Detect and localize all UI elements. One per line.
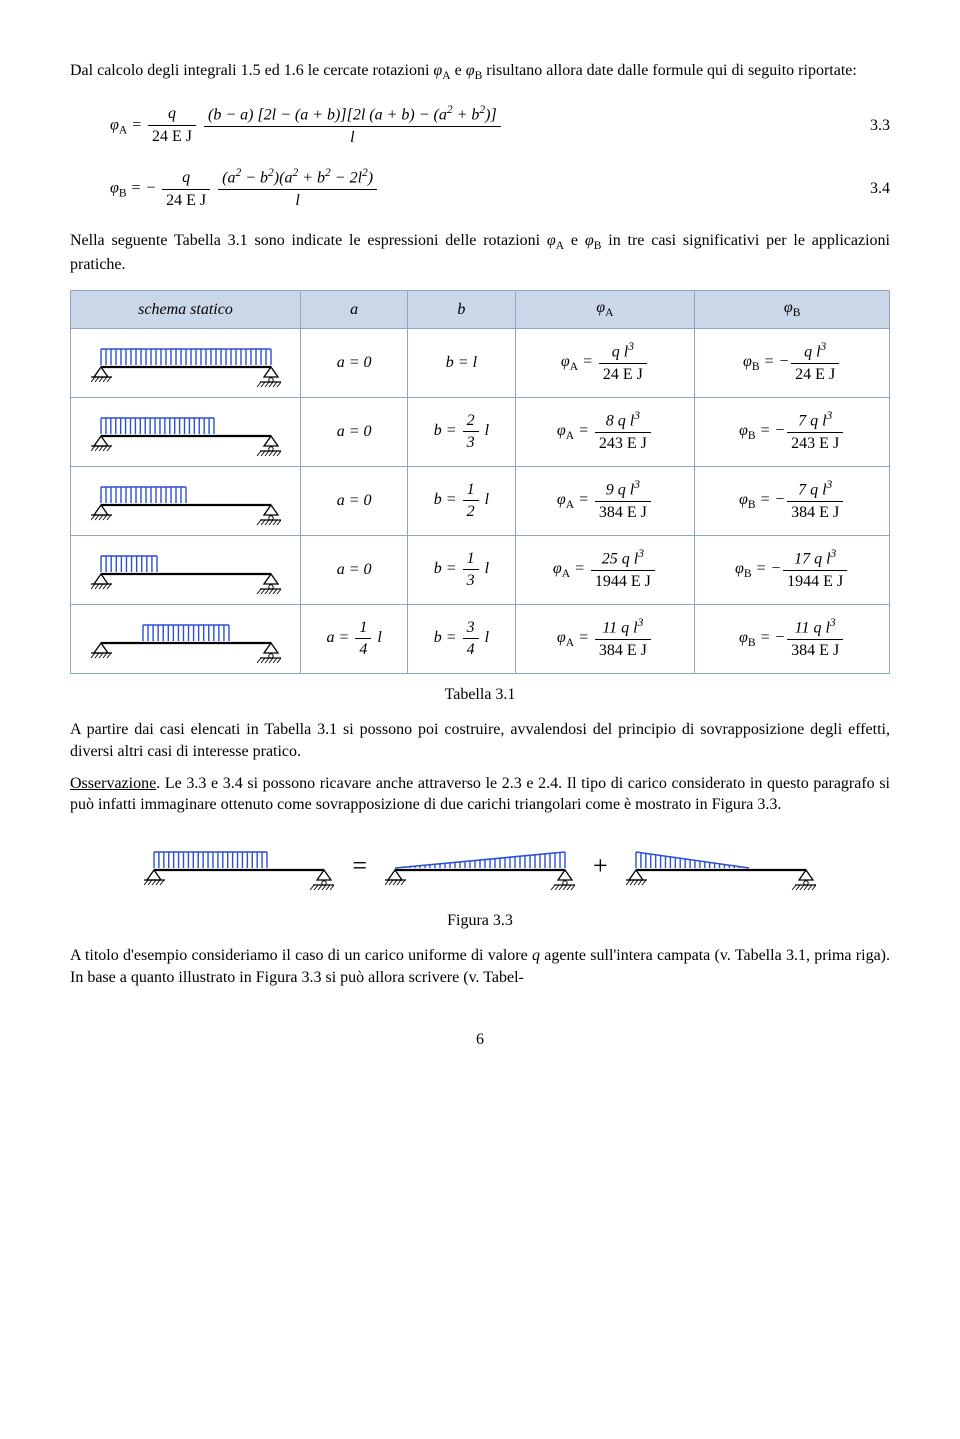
plus-sign: + [593, 848, 608, 883]
beam-diagram [71, 535, 301, 604]
cell-phiB: φB = −q l324 E J [695, 328, 890, 397]
th-a: a [301, 291, 408, 329]
table-row: a = 0b = 12 lφA = 9 q l3384 E JφB = −7 q… [71, 466, 890, 535]
fig-beam-right [626, 840, 816, 892]
cell-phiA: φA = 8 q l3243 E J [515, 397, 695, 466]
cell-a: a = 0 [301, 328, 408, 397]
paragraph-2: Nella seguente Tabella 3.1 sono indicate… [70, 230, 890, 276]
eq33-coef-num: q [148, 103, 196, 126]
table-caption: Tabella 3.1 [70, 684, 890, 706]
figure-3-3: = + [70, 840, 890, 892]
figure-caption: Figura 3.3 [70, 910, 890, 932]
beam-diagram [71, 466, 301, 535]
table-3-1: schema statico a b φA φB a = 0b = lφA = … [70, 290, 890, 674]
cell-a: a = 0 [301, 535, 408, 604]
table-row: a = 0b = lφA = q l324 E JφB = −q l324 E … [71, 328, 890, 397]
cell-phiA: φA = q l324 E J [515, 328, 695, 397]
cell-b: b = 13 l [408, 535, 515, 604]
th-schema: schema statico [71, 291, 301, 329]
cell-b: b = 34 l [408, 604, 515, 673]
paragraph-3: A partire dai casi elencati in Tabella 3… [70, 719, 890, 762]
cell-phiA: φA = 25 q l31944 E J [515, 535, 695, 604]
cell-phiB: φB = −11 q l3384 E J [695, 604, 890, 673]
equation-3-3: φA = q 24 E J (b − a) [2l − (a + b)][2l … [110, 103, 890, 149]
cell-phiA: φA = 9 q l3384 E J [515, 466, 695, 535]
paragraph-4: Osservazione. Le 3.3 e 3.4 si possono ri… [70, 773, 890, 816]
eq33-coef-den: 24 E J [148, 126, 196, 148]
intro-paragraph: Dal calcolo degli integrali 1.5 ed 1.6 l… [70, 60, 890, 85]
table-row: a = 0b = 23 lφA = 8 q l3243 E JφB = −7 q… [71, 397, 890, 466]
cell-b: b = l [408, 328, 515, 397]
cell-b: b = 12 l [408, 466, 515, 535]
th-phiB: φB [695, 291, 890, 329]
eq34-number: 3.4 [830, 178, 890, 200]
equals-sign: = [352, 848, 367, 883]
table-row: a = 0b = 13 lφA = 25 q l31944 E JφB = −1… [71, 535, 890, 604]
fig-beam-mid [385, 840, 575, 892]
cell-phiA: φA = 11 q l3384 E J [515, 604, 695, 673]
beam-diagram [71, 328, 301, 397]
page-number: 6 [70, 1029, 890, 1051]
cell-phiB: φB = −17 q l31944 E J [695, 535, 890, 604]
th-b: b [408, 291, 515, 329]
cell-phiB: φB = −7 q l3243 E J [695, 397, 890, 466]
cell-a: a = 0 [301, 466, 408, 535]
eq34-coef-num: q [162, 167, 210, 190]
cell-b: b = 23 l [408, 397, 515, 466]
beam-diagram [71, 604, 301, 673]
cell-a: a = 14 l [301, 604, 408, 673]
table-row: a = 14 lb = 34 lφA = 11 q l3384 E JφB = … [71, 604, 890, 673]
th-phiA: φA [515, 291, 695, 329]
paragraph-5: A titolo d'esempio consideriamo il caso … [70, 945, 890, 988]
eq34-coef-den: 24 E J [162, 190, 210, 212]
cell-phiB: φB = −7 q l3384 E J [695, 466, 890, 535]
eq33-number: 3.3 [830, 115, 890, 137]
equation-3-4: φB = − q 24 E J (a2 − b2)(a2 + b2 − 2l2)… [110, 166, 890, 212]
fig-beam-left [144, 840, 334, 892]
cell-a: a = 0 [301, 397, 408, 466]
beam-diagram [71, 397, 301, 466]
